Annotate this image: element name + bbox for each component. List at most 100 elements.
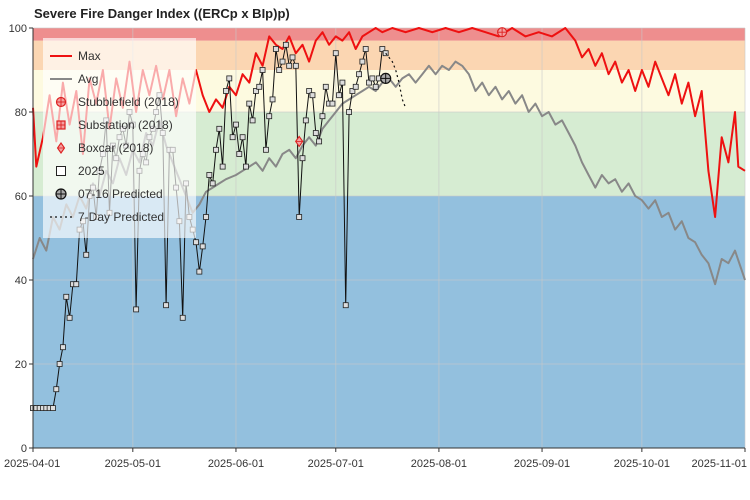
- 2025-point-66: [249, 117, 256, 124]
- chart-title: Severe Fire Danger Index ((ERCp x BIp)p): [34, 6, 290, 21]
- x-tick-label-2025-07-01: 2025-07-01: [308, 458, 364, 470]
- 2025-point-55: [213, 146, 219, 153]
- x-tick-label-2025-10-01: 2025-10-01: [614, 458, 670, 470]
- 2025-point-8: [56, 361, 63, 367]
- 2025-point-11: [66, 314, 73, 321]
- 2025-point-75: [279, 58, 286, 65]
- 2025-point-102: [369, 75, 376, 82]
- y-tick-label-0: 0: [21, 443, 27, 455]
- x-tick-label-2025-11-01: 2025-11-01: [692, 458, 747, 470]
- y-tick-label-40: 40: [15, 275, 27, 287]
- 2025-point-85: [312, 130, 319, 136]
- 2025-point-88: [322, 83, 329, 90]
- 2025-point-54: [209, 180, 216, 187]
- 7-day-predicted-line: [385, 52, 407, 109]
- 2025-point-67: [253, 88, 259, 94]
- x-tick-label-2025-09-01: 2025-09-01: [514, 458, 570, 470]
- 2025-point-62: [236, 151, 243, 157]
- 2025-point-50: [196, 268, 203, 275]
- x-tick-label-2025-04-01: 2025-04-01: [4, 458, 60, 470]
- 2025-point-103: [372, 83, 379, 90]
- 2025-point-31: [133, 306, 140, 313]
- 2025-point-100: [362, 46, 369, 52]
- 2025-point-40: [163, 302, 169, 309]
- 2025-point-73: [272, 46, 279, 52]
- 2025-point-52: [203, 214, 209, 220]
- 2025-point-87: [319, 113, 326, 120]
- 07-16-predicted-point-0: [380, 72, 392, 85]
- 2025-point-98: [356, 71, 362, 78]
- 2025-point-60: [229, 134, 236, 141]
- legend-label-2025: 2025: [78, 164, 105, 178]
- 2025-point-80: [296, 214, 303, 220]
- stubblefield-2018-point-0: [497, 27, 508, 38]
- 2025-point-72: [269, 96, 276, 103]
- 2025-point-77: [286, 62, 293, 69]
- legend-swatch-07-16-predicted: [55, 188, 67, 200]
- 2025-point-63: [239, 134, 246, 141]
- 2025-point-6: [50, 405, 56, 412]
- axes: 0 20 40 60 80 100 2025-04-01 2025-05-01 2025-06-…: [4, 23, 747, 470]
- 2025-point-64: [243, 163, 249, 170]
- y-tick-label-60: 60: [15, 191, 27, 203]
- 2025-point-61: [233, 121, 239, 128]
- legend-label-avg: Avg: [78, 72, 98, 86]
- 2025-point-76: [282, 41, 289, 48]
- 2025-point-96: [349, 88, 356, 94]
- legend-label-boxcar-2018: Boxcar (2018): [78, 141, 153, 155]
- 2025-point-78: [289, 54, 296, 61]
- 2025-point-10: [63, 293, 70, 300]
- 2025-point-53: [206, 172, 213, 178]
- 2025-point-68: [256, 83, 263, 90]
- 2025-point-65: [246, 100, 253, 107]
- legend-swatch-boxcar-2018: [56, 142, 66, 154]
- 2025-point-45: [179, 314, 186, 321]
- 2025-point-79: [292, 62, 299, 69]
- x-tick-label-2025-06-01: 2025-06-01: [208, 458, 264, 470]
- y-tick-label-80: 80: [15, 107, 27, 119]
- legend-label-07-16-predicted: 07-16 Predicted: [78, 187, 163, 201]
- 2025-point-82: [302, 117, 309, 124]
- 2025-point-13: [73, 281, 80, 288]
- 2025-point-84: [309, 92, 316, 99]
- 2025-point-81: [299, 155, 306, 162]
- 2025-point-7: [53, 386, 60, 393]
- legend-swatch-substation-2018: [56, 120, 66, 130]
- 2025-point-69: [259, 67, 266, 73]
- legend-label-substation-2018: Substation (2018): [78, 118, 173, 132]
- 2025-point-92: [336, 92, 342, 99]
- 2025-point-74: [276, 67, 283, 73]
- 2025-point-90: [329, 100, 336, 107]
- 2025-point-94: [342, 302, 349, 309]
- x-tick-label-2025-05-01: 2025-05-01: [105, 458, 161, 470]
- y-tick-label-20: 20: [15, 359, 27, 371]
- 2025-point-58: [223, 88, 229, 94]
- 2025-point-9: [60, 344, 66, 351]
- 2025-point-105: [379, 46, 386, 52]
- 2025-point-59: [226, 75, 233, 82]
- 2025-point-91: [332, 50, 339, 57]
- 2025-point-93: [339, 79, 346, 86]
- 2025-point-101: [366, 79, 372, 86]
- legend-swatch-2025: [56, 166, 66, 176]
- 2025-point-57: [219, 163, 226, 170]
- 2025-point-71: [266, 113, 273, 120]
- y-tick-label-100: 100: [9, 23, 27, 35]
- 2025-point-86: [316, 138, 323, 145]
- 2025-point-16: [83, 251, 90, 258]
- legend-swatch-stubblefield-2018: [55, 96, 67, 108]
- 2025-point-97: [352, 83, 359, 90]
- 2025-point-83: [306, 88, 313, 94]
- boxcar-2018-point-0: [294, 135, 304, 148]
- x-tick-label-2025-08-01: 2025-08-01: [411, 458, 467, 470]
- 2025-point-106: [382, 50, 389, 57]
- legend-label-7-day-predicted: 7-Day Predicted: [78, 210, 164, 224]
- legend[interactable]: Max Avg Stubblefield (2018) Substation (201…: [43, 38, 196, 238]
- 2025-point-49: [193, 239, 199, 246]
- 2025-point-51: [199, 243, 206, 250]
- 2025-point-99: [359, 58, 366, 65]
- legend-label-max: Max: [78, 49, 101, 63]
- 2025-point-70: [262, 146, 269, 153]
- legend-label-stubblefield-2018: Stubblefield (2018): [78, 95, 179, 109]
